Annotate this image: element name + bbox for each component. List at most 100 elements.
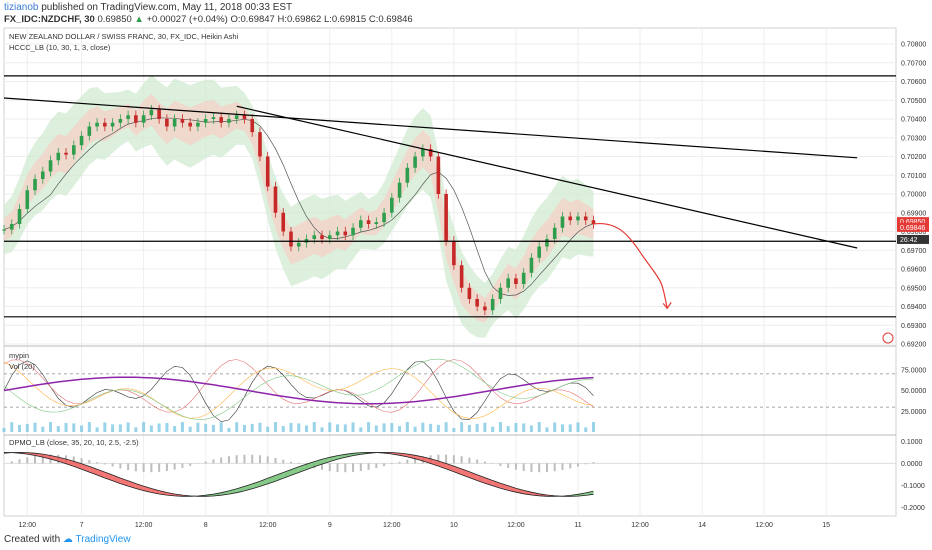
published-text: published on TradingView.com, May 11, 20… bbox=[41, 2, 293, 13]
volume-bar bbox=[33, 422, 37, 432]
y-tick-label: 0.69300 bbox=[901, 323, 926, 330]
x-tick-label: 12:00 bbox=[19, 522, 37, 529]
candle-body bbox=[203, 119, 208, 123]
candle-body bbox=[382, 212, 386, 223]
dpmo-title: DPMO_LB (close, 35, 20, 10, 2.5, -2.5) bbox=[9, 438, 139, 447]
dpmo-histogram-bar bbox=[142, 463, 145, 473]
dpmo-histogram-bar bbox=[545, 463, 548, 472]
hccc-outer-band bbox=[4, 74, 594, 338]
candle-body bbox=[498, 287, 503, 299]
volume-bar bbox=[173, 426, 177, 432]
dpmo-histogram-bar bbox=[398, 461, 401, 464]
candle-body bbox=[521, 272, 526, 284]
volume-bar bbox=[560, 424, 564, 432]
candle-body bbox=[560, 216, 565, 228]
candle-body bbox=[475, 299, 479, 307]
volume-bar bbox=[514, 423, 518, 432]
volume-bar bbox=[165, 423, 169, 432]
candle-body bbox=[545, 239, 549, 247]
volume-bar bbox=[103, 422, 107, 432]
publish-info: tizianob published on TradingView.com, M… bbox=[4, 2, 292, 13]
volume-bar bbox=[2, 428, 6, 432]
volume-bar bbox=[111, 424, 115, 432]
volume-bar bbox=[126, 422, 130, 432]
volume-bar bbox=[312, 422, 316, 432]
chart-border bbox=[3, 27, 897, 517]
dpmo-histogram-bar bbox=[150, 463, 153, 473]
author-link[interactable]: tizianob bbox=[4, 2, 39, 13]
brand-name[interactable]: TradingView bbox=[75, 534, 131, 545]
dpmo-histogram-bar bbox=[553, 463, 556, 472]
dpmo-histogram-bar bbox=[134, 463, 137, 472]
volume-bar bbox=[134, 427, 138, 432]
y-tick-label: 0.70000 bbox=[901, 192, 926, 199]
dpmo-histogram-bar bbox=[576, 463, 579, 467]
candle-body bbox=[351, 227, 355, 236]
candle-body bbox=[211, 117, 216, 119]
dpmo-histogram-bar bbox=[499, 463, 502, 466]
candle-body bbox=[374, 222, 379, 224]
price-label-box bbox=[897, 234, 929, 244]
candle-body bbox=[335, 231, 340, 236]
candle-body bbox=[452, 240, 456, 266]
dpmo-histogram-bar bbox=[220, 457, 223, 464]
candle-body bbox=[227, 119, 231, 123]
volume-bar bbox=[219, 422, 223, 432]
volume-bar bbox=[41, 426, 45, 432]
candle-body bbox=[149, 109, 154, 116]
dpmo-histogram-bar bbox=[561, 463, 564, 471]
dpmo-y-tick: -0.2000 bbox=[901, 505, 925, 512]
volume-bar bbox=[328, 422, 332, 432]
chart-area[interactable]: 0.70800 0.70700 0.70600 0.70500 0.70400 0.703… bbox=[0, 27, 932, 534]
candle-body bbox=[64, 152, 68, 155]
footer: Created with ☁ TradingView bbox=[4, 534, 131, 545]
dpmo-histogram-bar bbox=[235, 455, 238, 464]
dpmo-histogram-bar bbox=[390, 463, 393, 464]
candle-body bbox=[591, 220, 596, 224]
dpmo-histogram-bar bbox=[522, 463, 525, 471]
tradingview-logo-icon: ☁ bbox=[62, 534, 73, 545]
volume-bar bbox=[266, 426, 270, 432]
x-tick-label: 12:00 bbox=[755, 522, 773, 529]
volume-bar bbox=[18, 424, 22, 432]
candle-body bbox=[490, 299, 495, 311]
volume-bar bbox=[80, 425, 84, 432]
dpmo-histogram-bar bbox=[204, 461, 207, 464]
symbol: FX_IDC:NZDCHF, 30 bbox=[4, 14, 95, 25]
dpmo-histogram-bar bbox=[584, 463, 587, 465]
candle-body bbox=[79, 135, 84, 146]
volume-bar bbox=[227, 427, 231, 432]
volume-bar bbox=[196, 422, 200, 432]
dpmo-histogram-bar bbox=[189, 463, 192, 466]
volume-bar bbox=[444, 422, 448, 432]
x-tick-label: 12:00 bbox=[135, 522, 153, 529]
price-label: 0.69850 bbox=[900, 219, 925, 226]
candle-body bbox=[506, 278, 510, 288]
dpmo-histogram-bar bbox=[165, 463, 168, 471]
dpmo-histogram-bar bbox=[297, 463, 300, 465]
candle-body bbox=[219, 117, 223, 123]
candle-body bbox=[312, 235, 317, 239]
dpmo-y-tick: 0.1000 bbox=[901, 439, 923, 446]
dpmo-line-slow bbox=[3, 451, 594, 497]
volume-bar bbox=[584, 427, 588, 432]
last-price: 0.69850 bbox=[97, 14, 132, 25]
volume-bar bbox=[522, 423, 526, 432]
volume-bar bbox=[553, 422, 557, 432]
dpmo-histogram-bar bbox=[514, 463, 517, 470]
y-tick-label: 0.70600 bbox=[901, 79, 926, 86]
candle-body bbox=[289, 231, 293, 247]
chart-title: NEW ZEALAND DOLLAR / SWISS FRANC, 30, FX… bbox=[9, 32, 239, 41]
dpmo-histogram-bar bbox=[227, 456, 230, 464]
candle-body bbox=[265, 156, 270, 187]
volume-bar bbox=[95, 427, 99, 432]
candle-body bbox=[405, 167, 410, 183]
candle-body bbox=[444, 194, 448, 241]
volume-bar bbox=[374, 425, 378, 432]
dpmo-line-fast bbox=[3, 451, 594, 497]
candle-body bbox=[359, 220, 363, 228]
candle-body bbox=[413, 156, 417, 168]
y-tick-label: 0.70500 bbox=[901, 98, 926, 105]
dpmo-histogram-bar bbox=[507, 463, 510, 468]
volume-bar bbox=[281, 426, 285, 432]
